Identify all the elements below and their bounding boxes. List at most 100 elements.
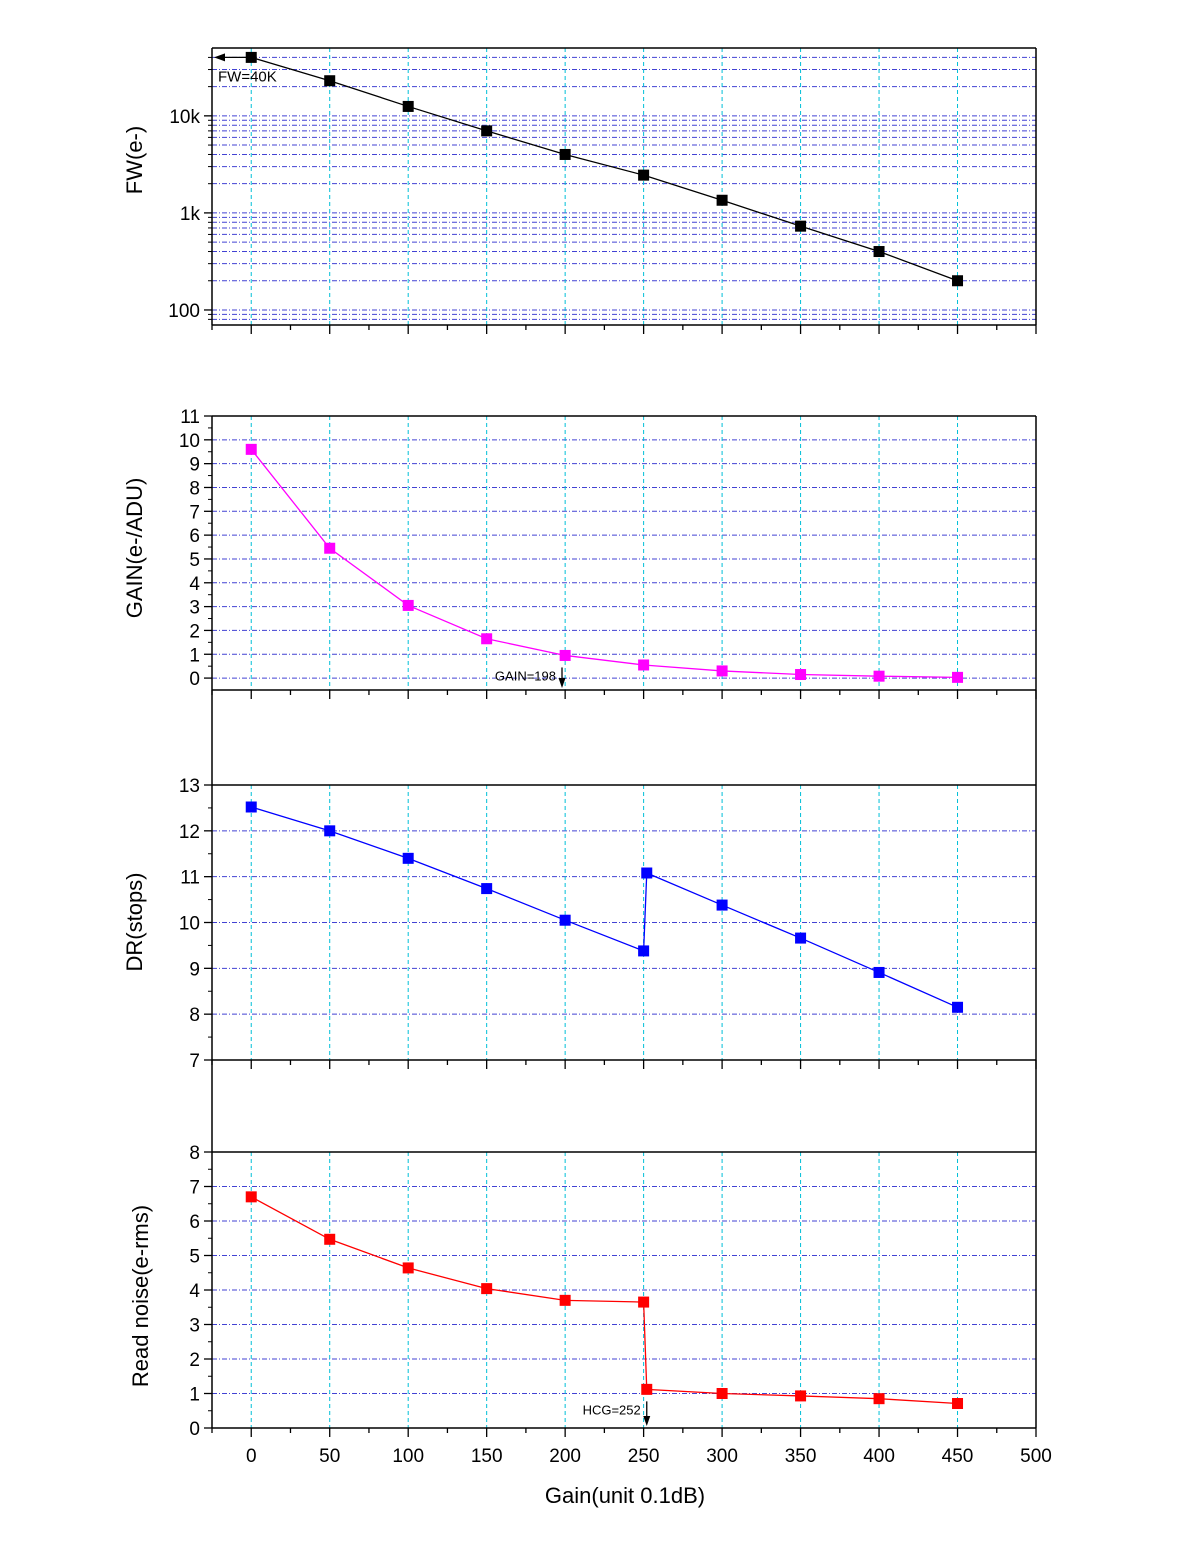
data-point — [952, 1001, 964, 1013]
data-point — [638, 945, 650, 957]
y-tick-label: 100 — [168, 301, 200, 322]
y-tick-label: 12 — [179, 822, 200, 843]
x-tick-label: 350 — [785, 1446, 817, 1467]
y-tick-label: 10k — [169, 107, 200, 128]
y-axis-label: GAIN(e-/ADU) — [122, 478, 147, 619]
data-point — [324, 75, 336, 87]
y-tick-label: 7 — [189, 1051, 200, 1072]
x-ticks — [211, 325, 1037, 334]
data-point — [481, 633, 493, 645]
y-tick-label: 10 — [179, 914, 200, 935]
y-ticks: 100 1k 10k — [168, 56, 212, 322]
data-point — [559, 1294, 571, 1306]
x-tick-label: 0 — [246, 1446, 257, 1467]
annotation-label: HCG=252 — [583, 1402, 641, 1417]
data-point — [402, 852, 414, 864]
data-point — [641, 867, 653, 879]
data-point — [716, 194, 728, 206]
y-tick-label: 1 — [189, 1385, 200, 1406]
y-tick-label: 10 — [179, 431, 200, 452]
gain-series — [245, 443, 964, 683]
data-point — [873, 246, 885, 258]
rn-series — [245, 1191, 964, 1410]
data-point — [873, 670, 885, 682]
annotation-arrow-head — [214, 53, 225, 62]
y-tick-label: 9 — [189, 455, 200, 476]
data-point — [559, 148, 571, 160]
data-point — [402, 599, 414, 611]
y-axis-label: DR(stops) — [122, 872, 147, 971]
panel-connectors — [211, 690, 1037, 1152]
panel-dr: 7 8 9 10 11 12 13 DR(stops) — [122, 776, 1037, 1072]
data-point — [952, 671, 964, 683]
x-tick-label: 150 — [471, 1446, 503, 1467]
y-tick-label: 5 — [189, 1247, 200, 1268]
y-tick-label: 4 — [189, 574, 200, 595]
horizontal-grid — [212, 1186, 1036, 1394]
horizontal-grid — [212, 56, 1036, 320]
y-tick-label: 8 — [189, 1143, 200, 1164]
y-tick-label: 1k — [180, 204, 201, 225]
data-point — [324, 542, 336, 554]
x-ticks — [211, 1428, 1037, 1437]
annotation-arrow-head — [643, 1416, 651, 1426]
data-point — [559, 914, 571, 926]
y-axis-label: Read noise(e-rms) — [128, 1205, 153, 1387]
annotation: GAIN=198 — [495, 667, 566, 688]
annotation-arrow-head — [558, 678, 566, 688]
y-tick-label: 1 — [189, 645, 200, 666]
y-tick-label: 8 — [189, 1005, 200, 1026]
data-point — [324, 1233, 336, 1245]
series-line — [251, 56, 958, 282]
data-point — [559, 649, 571, 661]
data-point — [245, 443, 257, 455]
y-tick-label: 13 — [179, 776, 200, 797]
data-point — [245, 1191, 257, 1203]
horizontal-grid — [212, 830, 1036, 1015]
x-tick-label: 100 — [392, 1446, 424, 1467]
y-ticks: 7 8 9 10 11 12 13 — [179, 776, 212, 1072]
y-axis-label: FW(e-) — [122, 126, 147, 194]
data-point — [641, 1383, 653, 1395]
x-tick-label: 250 — [628, 1446, 660, 1467]
x-tick-label: 300 — [706, 1446, 738, 1467]
data-point — [795, 220, 807, 232]
data-point — [245, 801, 257, 813]
x-axis-label: Gain(unit 0.1dB) — [545, 1483, 705, 1508]
annotation: FW=40K — [214, 53, 277, 85]
data-point — [402, 1262, 414, 1274]
panel-fw: 100 1k 10k FW(e-) FW=40K — [122, 47, 1037, 334]
y-tick-label: 0 — [189, 669, 200, 690]
data-point — [873, 966, 885, 978]
y-tick-label: 4 — [189, 1281, 200, 1302]
y-tick-label: 2 — [189, 1350, 200, 1371]
y-tick-label: 8 — [189, 478, 200, 499]
panel-rn: 0 1 2 3 4 5 6 7 8 Read noise(e-rms) HCG=252 — [128, 1143, 1037, 1440]
data-point — [716, 665, 728, 677]
data-point — [795, 1390, 807, 1402]
y-tick-label: 6 — [189, 526, 200, 547]
data-point — [873, 1393, 885, 1405]
x-tick-label: 200 — [549, 1446, 581, 1467]
data-point — [402, 100, 414, 112]
y-tick-label: 11 — [180, 407, 200, 428]
y-tick-label: 7 — [189, 1178, 200, 1199]
x-tick-label: 400 — [863, 1446, 895, 1467]
annotation-label: GAIN=198 — [495, 668, 556, 683]
chart-panels: 1001k10kFW(e-)FW=40K01234567891011GAIN(e… — [122, 47, 1037, 1440]
dr-series — [245, 801, 964, 1013]
y-tick-label: 7 — [189, 502, 200, 523]
y-tick-label: 3 — [189, 598, 200, 619]
data-point — [638, 659, 650, 671]
series-line — [250, 448, 958, 679]
data-point — [952, 275, 964, 287]
y-tick-label: 0 — [189, 1419, 200, 1440]
data-point — [638, 169, 650, 181]
y-ticks: 0 1 2 3 4 5 6 7 8 — [189, 1143, 212, 1440]
data-point — [795, 669, 807, 681]
data-point — [481, 125, 493, 137]
